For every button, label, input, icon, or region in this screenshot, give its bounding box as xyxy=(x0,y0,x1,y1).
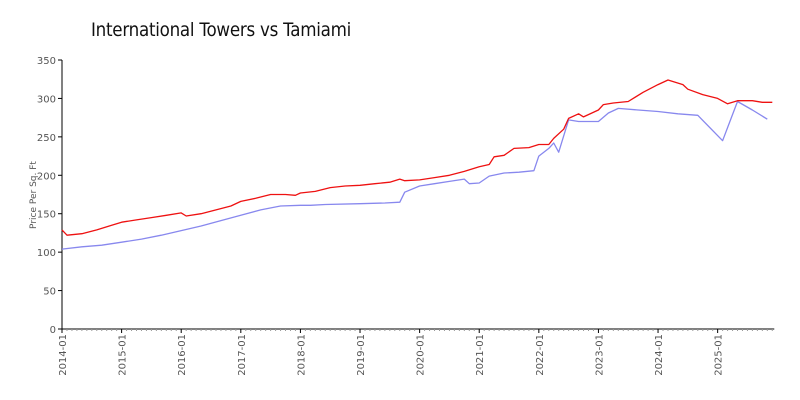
x-tick-label: 2022-01 xyxy=(535,334,546,376)
y-tick-label: 150 xyxy=(37,210,56,221)
x-tick-label: 2019-01 xyxy=(356,334,367,376)
y-tick-label: 100 xyxy=(37,248,56,259)
series-line-tamiami xyxy=(61,100,768,250)
chart-title: International Towers vs Tamiami xyxy=(91,19,352,41)
x-tick-label: 2024-01 xyxy=(654,334,665,376)
x-tick-label: 2017-01 xyxy=(237,334,248,376)
y-tick-label: 250 xyxy=(37,133,56,144)
y-tick-label: 0 xyxy=(50,325,56,336)
y-tick-label: 50 xyxy=(43,287,56,298)
y-axis: 0 50 100 150 200 250 300 350 xyxy=(37,56,63,336)
x-tick-label: 2014-01 xyxy=(58,334,69,376)
x-tick-label: 2020-01 xyxy=(416,334,427,376)
series-line-international-towers xyxy=(61,79,773,236)
y-axis-label: Price Per Sq. Ft xyxy=(29,161,39,229)
x-tick-label: 2023-01 xyxy=(594,334,605,376)
x-tick-label: 2018-01 xyxy=(296,334,307,376)
x-tick-label: 2015-01 xyxy=(118,334,129,376)
x-tick-label: 2025-01 xyxy=(714,334,725,376)
y-tick-label: 200 xyxy=(37,171,56,182)
series-layer xyxy=(61,79,773,250)
x-tick-label: 2016-01 xyxy=(177,334,188,376)
x-axis: 2014-01 2015-01 2016-01 2017-01 2018-01 2019-… xyxy=(58,328,775,376)
y-tick-label: 350 xyxy=(37,56,56,67)
y-tick-label: 300 xyxy=(37,94,56,105)
x-tick-label: 2021-01 xyxy=(475,334,486,376)
